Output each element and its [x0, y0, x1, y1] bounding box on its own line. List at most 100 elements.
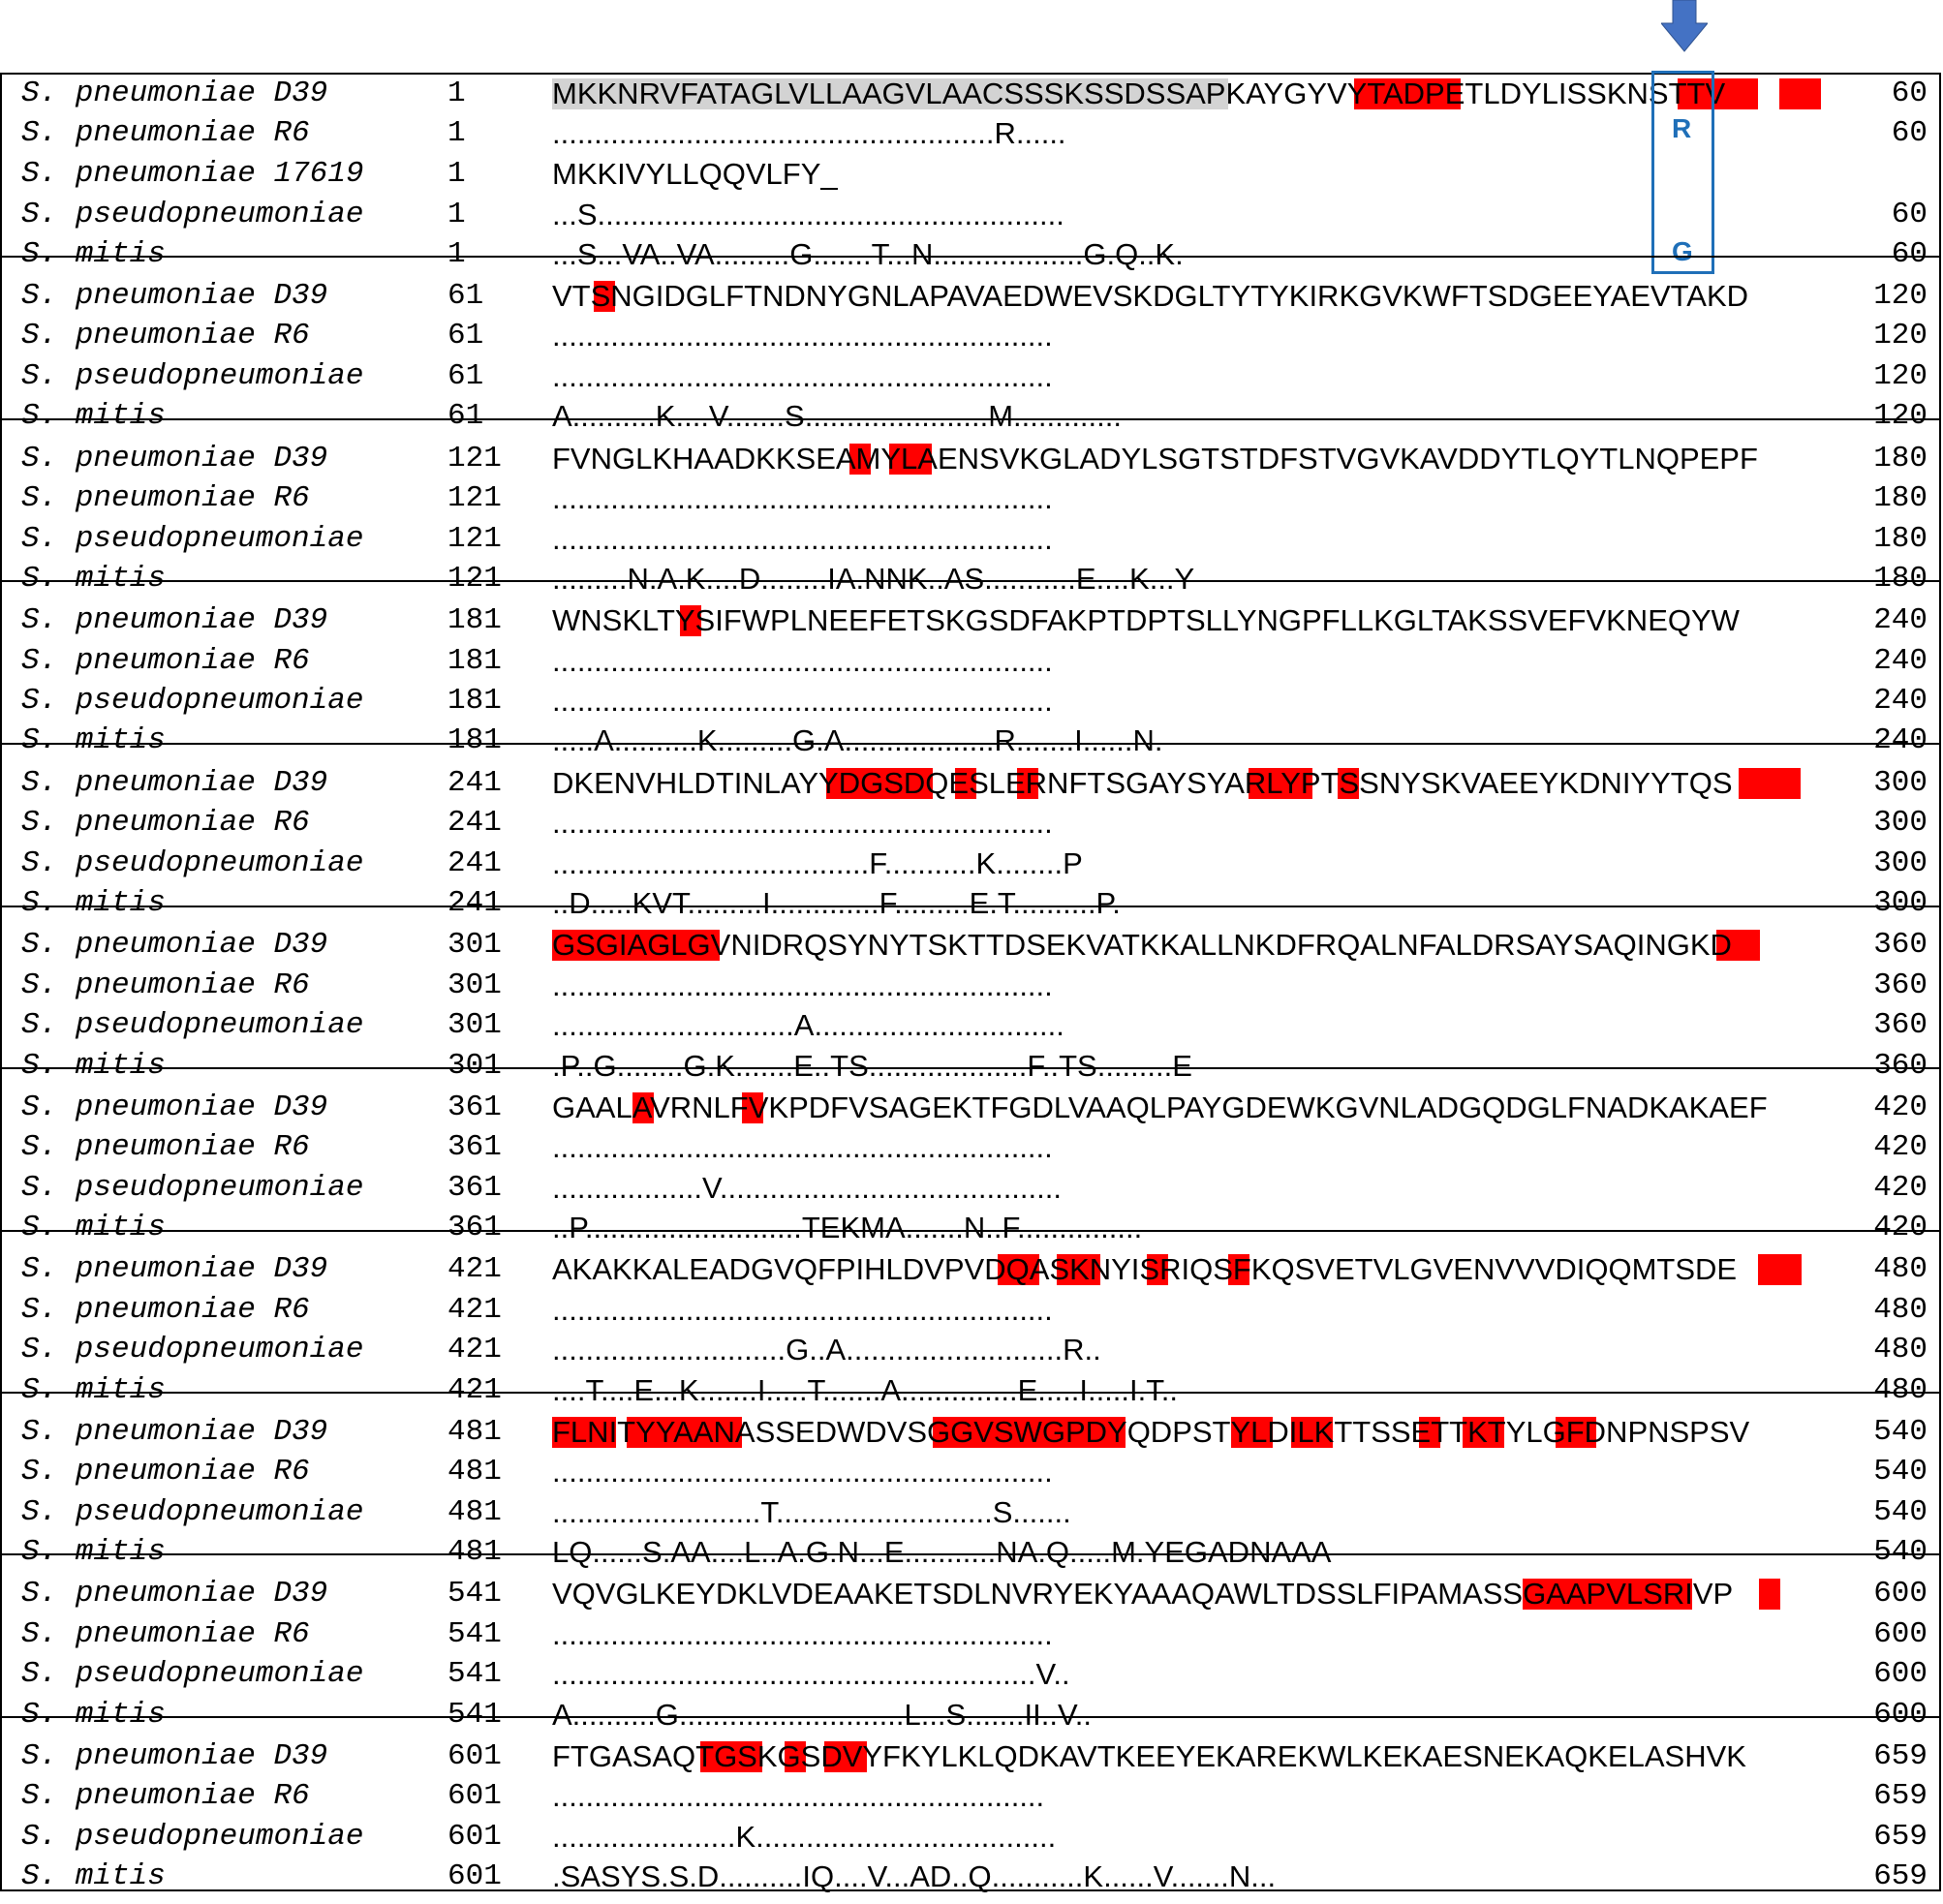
alignment-frame [0, 73, 1941, 1891]
sequence-row: ..P..........................TEKMA......… [552, 1211, 1143, 1244]
end-position: 180 [1873, 562, 1928, 596]
end-position: 540 [1873, 1535, 1928, 1569]
end-position: 480 [1873, 1293, 1928, 1327]
species-name: S. mitis [21, 562, 166, 596]
end-position: 420 [1873, 1171, 1928, 1205]
start-position: 481 [447, 1495, 502, 1529]
start-position: 181 [447, 644, 502, 678]
end-position: 360 [1873, 1049, 1928, 1083]
start-position: 121 [447, 562, 502, 596]
sequence-row: DKENVHLDTINLAYYDGSDQESLERNFTSGAYSYARLYPT… [552, 766, 1733, 800]
end-position [1840, 155, 1928, 194]
start-position: 541 [447, 1577, 502, 1611]
block-separator [0, 1067, 1941, 1069]
residue-highlight [1758, 1254, 1802, 1285]
start-position: 481 [447, 1455, 502, 1489]
species-name: S. pneumoniae D39 [21, 1252, 328, 1286]
sequence-row: ........................................… [552, 522, 1053, 556]
species-name: S. pneumoniae D39 [21, 442, 328, 476]
sequence-row: ...S...VA..VA.........G.......T...N.....… [552, 237, 1184, 271]
end-position: 300 [1873, 766, 1928, 800]
sequence-row: ........................................… [552, 968, 1053, 1002]
sequence-row: FLNITYYAANASSEDWDVSGGVSWGPDYQDPSTYLDILKT… [552, 1415, 1750, 1449]
start-position: 1 [447, 116, 466, 150]
species-name: S. mitis [21, 886, 166, 920]
residue-highlight [1147, 1254, 1168, 1285]
sequence-row: ...S....................................… [552, 198, 1064, 231]
sequence-row: .........N.A.K....D........IA.NNK..AS...… [552, 562, 1195, 596]
start-position: 421 [447, 1373, 502, 1407]
end-position: 180 [1873, 442, 1928, 476]
start-position: 121 [447, 481, 502, 515]
species-name: S. pneumoniae D39 [21, 928, 328, 962]
end-position: 120 [1873, 359, 1928, 393]
start-position: 481 [447, 1535, 502, 1569]
sequence-row: ........................................… [552, 1779, 1045, 1813]
species-name: S. mitis [21, 237, 166, 271]
sequence-row: ......................K.................… [552, 1820, 1057, 1854]
residue-highlight [826, 768, 933, 799]
start-position: 601 [447, 1739, 502, 1773]
residue-highlight [1291, 1417, 1333, 1448]
block-separator [0, 418, 1941, 420]
block-separator [0, 1553, 1941, 1555]
residue-highlight [933, 1417, 1126, 1448]
block-separator [0, 256, 1941, 258]
end-position: 360 [1873, 968, 1928, 1002]
residue-highlight [1759, 1579, 1780, 1610]
sequence-row: GSGIAGLGVNIDRQSYNYTSKTTDSEKVATKKALLNKDFR… [552, 928, 1732, 962]
species-name: S. pneumoniae D39 [21, 1739, 328, 1773]
residue-highlight [1523, 1579, 1692, 1610]
species-name: S. pneumoniae R6 [21, 1130, 310, 1164]
species-name: S. mitis [21, 1049, 166, 1083]
start-position: 301 [447, 928, 502, 962]
block-separator [0, 743, 1941, 745]
species-name: S. pseudopneumoniae [21, 522, 364, 556]
end-position: 480 [1873, 1373, 1928, 1407]
start-position: 241 [447, 766, 502, 800]
species-name: S. pseudopneumoniae [21, 1820, 364, 1854]
residue-highlight [1716, 930, 1760, 961]
end-position: 60 [1891, 198, 1928, 231]
start-position: 181 [447, 684, 502, 718]
sequence-row: ....T....E...K.......I.....T.......A....… [552, 1373, 1178, 1407]
residue-highlight [1231, 1417, 1273, 1448]
species-name: S. pneumoniae R6 [21, 1455, 310, 1489]
residue-highlight [889, 444, 932, 475]
sequence-row: WNSKLTYSIFWPLNEEFETSKGSDFAKPTDPTSLLYNGPF… [552, 603, 1740, 637]
end-position: 600 [1873, 1698, 1928, 1732]
sequence-row: FTGASAQTGSKGSDVYFKYLKLQDKAVTKEEYEKAREKWL… [552, 1739, 1746, 1773]
species-name: S. pneumoniae D39 [21, 279, 328, 313]
end-position: 540 [1873, 1455, 1928, 1489]
end-position: 240 [1873, 723, 1928, 757]
end-position: 300 [1873, 886, 1928, 920]
species-name: S. pseudopneumoniae [21, 359, 364, 393]
species-name: S. pneumoniae D39 [21, 1415, 328, 1449]
sequence-row: ........................................… [552, 481, 1053, 515]
species-name: S. pneumoniae D39 [21, 77, 328, 110]
residue-highlight [700, 1741, 762, 1772]
end-position: 480 [1873, 1252, 1928, 1286]
residue-highlight [552, 930, 720, 961]
sequence-row: A..........G...........................L… [552, 1698, 1093, 1732]
end-position: 240 [1873, 644, 1928, 678]
start-position: 1 [447, 198, 466, 231]
sequence-row: ........................................… [552, 644, 1053, 678]
species-name: S. mitis [21, 1698, 166, 1732]
end-position: 480 [1873, 1333, 1928, 1367]
species-name: S. pneumoniae R6 [21, 806, 310, 840]
start-position: 61 [447, 399, 484, 433]
start-position: 61 [447, 279, 484, 313]
start-position: 1 [447, 237, 466, 271]
start-position: 301 [447, 1008, 502, 1042]
start-position: 121 [447, 522, 502, 556]
start-position: 61 [447, 359, 484, 393]
start-position: 241 [447, 806, 502, 840]
sequence-row: ........................................… [552, 806, 1053, 840]
residue-highlight [849, 444, 871, 475]
sequence-row: ........................................… [552, 116, 1066, 150]
species-name: S. pneumoniae R6 [21, 1293, 310, 1327]
sequence-row: FVNGLKHAADKKSEAMYLAENSVKGLADYLSGTSTDFSTV… [552, 442, 1758, 476]
end-position: 300 [1873, 806, 1928, 840]
